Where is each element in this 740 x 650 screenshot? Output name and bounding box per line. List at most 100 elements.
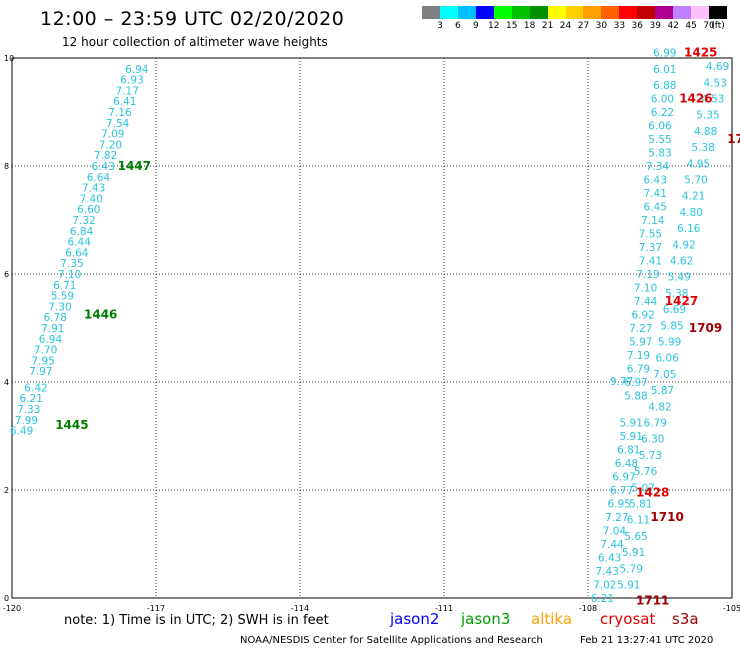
legend-label: 70: [703, 21, 715, 31]
legend-swatch: [493, 6, 512, 19]
swh-value-label: 5.59: [51, 291, 74, 303]
time-label: 1446: [84, 308, 117, 322]
legend-label: 33: [613, 21, 626, 31]
legend-swatch: [673, 6, 692, 19]
legend-label: (ft): [711, 21, 725, 31]
swh-value-label: 6.99: [653, 48, 676, 60]
swh-value-label: 7.19: [627, 350, 650, 362]
x-tick-label: -114: [291, 604, 309, 613]
swh-value-label: 4.21: [682, 191, 705, 203]
legend-label: 27: [577, 21, 590, 31]
swh-value-label: 7.19: [636, 269, 659, 281]
swh-value-label: 6.97: [612, 472, 635, 484]
swh-value-label: 6.43: [598, 553, 621, 565]
swh-value-label: 7.32: [72, 215, 95, 227]
swh-value-label: 6.00: [651, 94, 674, 106]
swh-value-label: 6.64: [65, 247, 89, 259]
swh-value-label: 6.06: [648, 121, 672, 133]
footer-generated: Feb 21 13:27:41 UTC 2020: [580, 635, 714, 646]
swh-value-label: 6.93: [120, 75, 143, 87]
legend-swatch: [601, 6, 620, 19]
swh-value-label: 6.94: [125, 64, 149, 76]
swh-value-label: 5.88: [624, 391, 647, 403]
legend-swatch: [565, 6, 584, 19]
legend-label: 42: [667, 21, 679, 31]
legend-swatch: [511, 6, 530, 19]
swh-value-label: 5.70: [684, 175, 707, 187]
swh-value-label: 7.14: [641, 215, 665, 227]
swh-value-label: 7.97: [29, 366, 52, 378]
swh-value-label: 5.91: [622, 547, 645, 559]
legend-swatch: [547, 6, 566, 19]
swh-value-label: 6.21: [20, 393, 43, 405]
time-label: 1428: [636, 486, 669, 500]
swh-value-label: 5.73: [639, 450, 662, 462]
legend-label: 24: [559, 21, 572, 31]
color-legend-labels: 3 6 9 12 15 18 21 24 27 30 33 36 39 42 45 70 (ft): [422, 21, 727, 33]
swh-value-label: 5.91: [620, 418, 643, 430]
swh-value-label: 4.82: [648, 401, 671, 413]
swh-value-label: 5.49: [668, 272, 691, 284]
legend-swatch: [529, 6, 548, 19]
swh-value-label: 6.60: [77, 204, 100, 216]
legend-swatch: [583, 6, 602, 19]
swh-value-label: 7.41: [644, 188, 667, 200]
swh-value-label: 5.55: [648, 134, 671, 146]
swh-value-label: 6.97: [624, 377, 647, 389]
swh-value-label: 7.70: [34, 345, 57, 357]
swh-value-label: 7.55: [639, 229, 662, 241]
satellite-altika: altika: [531, 610, 573, 628]
swh-value-label: 4.53: [701, 94, 724, 106]
swh-value-label: 6.42: [24, 382, 47, 394]
swh-value-label: 6.41: [113, 96, 136, 108]
note-text: note: 1) Time is in UTC; 2) SWH is in fe…: [64, 613, 329, 628]
legend-label: 3: [437, 21, 443, 31]
y-tick-label: 2: [4, 486, 9, 495]
legend-swatch: [655, 6, 674, 19]
swh-value-label: 4.69: [706, 61, 729, 73]
legend-label: 21: [541, 21, 554, 31]
swh-value-label: 5.38: [665, 288, 688, 300]
swh-value-label: 4.95: [687, 158, 710, 170]
y-tick-label: 8: [4, 162, 9, 171]
legend-swatch: [475, 6, 494, 19]
legend-label: 15: [505, 21, 518, 31]
legend-label: 30: [595, 21, 608, 31]
time-label: 17: [727, 132, 740, 146]
swh-value-label: 6.94: [39, 334, 63, 346]
swh-value-label: 4.62: [670, 256, 693, 268]
swh-value-label: 6.22: [651, 107, 674, 119]
legend-label: 36: [631, 21, 644, 31]
swh-value-label: 7.27: [629, 323, 652, 335]
swh-value-label: 5.91: [620, 431, 643, 443]
swh-value-label: 6.30: [641, 434, 664, 446]
swh-value-label: 5.91: [617, 580, 640, 592]
time-label: 1709: [689, 321, 722, 335]
legend-swatch: [422, 6, 440, 19]
legend-swatch: [439, 6, 458, 19]
swh-value-label: 6.16: [677, 223, 701, 235]
y-tick-label: 6: [4, 270, 9, 279]
swh-value-label: 7.02: [593, 580, 616, 592]
swh-value-label: 6.11: [627, 515, 650, 527]
swh-value-label: 6.21: [591, 593, 614, 605]
swh-value-label: 6.78: [44, 312, 67, 324]
swh-value-label: 7.43: [596, 566, 619, 578]
swh-value-label: 6.45: [644, 202, 667, 214]
y-tick-label: 4: [4, 378, 9, 387]
swh-value-label: 7.41: [639, 256, 662, 268]
swh-value-label: 7.34: [646, 161, 670, 173]
swh-value-label: 7.91: [41, 323, 64, 335]
legend-label: 12: [488, 21, 500, 31]
swh-value-label: 7.40: [80, 193, 103, 205]
swh-value-label: 5.65: [624, 531, 647, 543]
swh-value-label: 7.16: [108, 107, 132, 119]
swh-value-label: 7.37: [639, 242, 662, 254]
swh-value-label: 6.92: [632, 310, 655, 322]
swh-value-label: 6.79: [627, 364, 650, 376]
swh-value-label: 6.43: [644, 175, 667, 187]
swh-value-label: 7.43: [82, 183, 105, 195]
legend-label: 39: [649, 21, 661, 31]
swh-value-label: 6.79: [644, 418, 667, 430]
x-tick-label: -105: [723, 604, 740, 613]
